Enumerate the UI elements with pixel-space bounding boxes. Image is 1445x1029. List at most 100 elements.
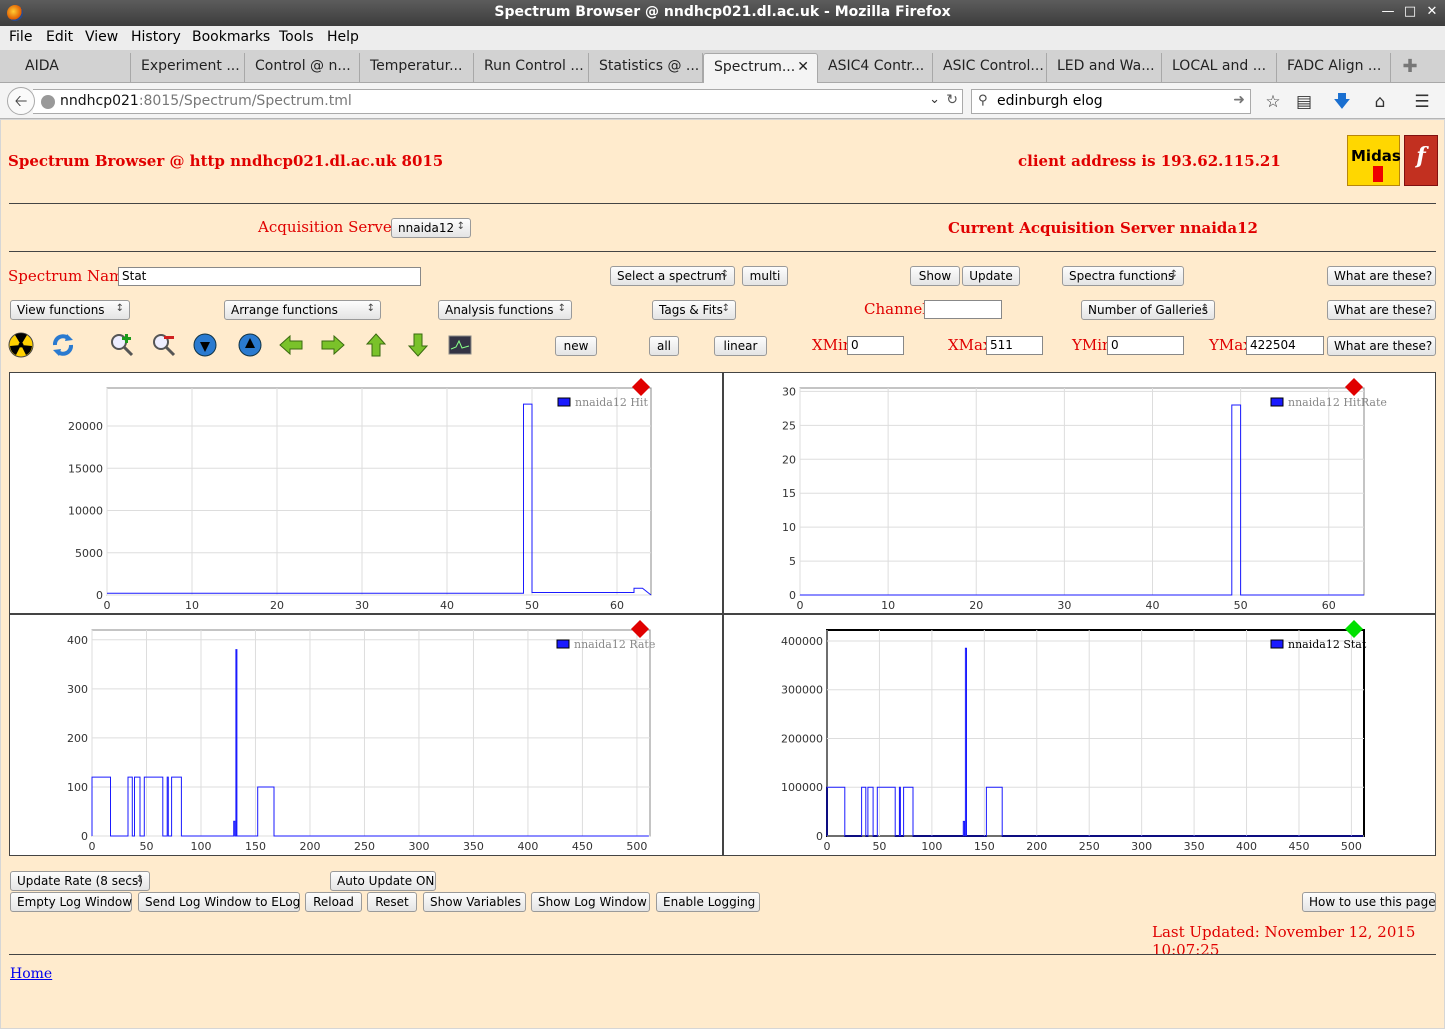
tab-temperature[interactable]: Temperatur...: [360, 53, 474, 83]
home-link[interactable]: Home: [10, 966, 53, 982]
x-tick-label: 50: [872, 840, 886, 853]
tab-spectrum-label: Spectrum...: [714, 59, 796, 75]
channel-field[interactable]: [924, 300, 1002, 319]
multi-button[interactable]: multi: [742, 266, 788, 286]
show-variables-button[interactable]: Show Variables: [423, 892, 526, 912]
what-are-these-button-3[interactable]: What are these?: [1327, 336, 1436, 356]
view-functions-dropdown[interactable]: View functions: [10, 300, 130, 320]
y-tick-label: 200: [67, 732, 88, 745]
analysis-functions-dropdown[interactable]: Analysis functions: [438, 300, 572, 320]
arrow-left-icon[interactable]: [278, 332, 304, 358]
tab-experiment[interactable]: Experiment ...: [131, 53, 245, 83]
navigation-bar: nndhcp021:8015/Spectrum/Spectrum.tml ⌄ ↻…: [0, 83, 1445, 119]
plot-frame: [826, 629, 1365, 837]
refresh-icon[interactable]: [50, 332, 76, 358]
auto-update-button[interactable]: Auto Update ON: [330, 871, 436, 891]
ymax-field[interactable]: 422504: [1246, 336, 1324, 355]
tab-fadc-align[interactable]: FADC Align ...: [1277, 53, 1391, 83]
hamburger-menu-icon[interactable]: ☰: [1414, 92, 1430, 112]
spectra-functions-dropdown[interactable]: Spectra functions: [1062, 266, 1184, 286]
what-are-these-button-1[interactable]: What are these?: [1327, 266, 1436, 286]
show-log-window-button[interactable]: Show Log Window: [531, 892, 650, 912]
back-icon[interactable]: 🡠: [7, 87, 35, 115]
linear-button[interactable]: linear: [714, 336, 767, 356]
enable-logging-button[interactable]: Enable Logging: [656, 892, 760, 912]
menu-view[interactable]: View: [85, 29, 119, 45]
minimize-icon[interactable]: —: [1381, 4, 1395, 19]
tab-control[interactable]: Control @ n...: [245, 53, 360, 83]
chevron-down-icon[interactable]: ⌄: [929, 92, 940, 107]
arrow-up-icon[interactable]: [363, 332, 389, 358]
menu-help[interactable]: Help: [327, 29, 359, 45]
select-spectrum-dropdown[interactable]: Select a spectrum: [610, 266, 735, 286]
tab-led[interactable]: LED and Wa...: [1047, 53, 1162, 83]
globe-icon: [41, 95, 55, 109]
tags-fits-dropdown[interactable]: Tags & Fits: [652, 300, 736, 320]
empty-log-button[interactable]: Empty Log Window: [10, 892, 132, 912]
spectrum-plot-hitrate[interactable]: 0 10 20 30 40 50 60 0 5 10 15 20 25 30 nnaida12 HitRat…: [723, 372, 1436, 614]
search-go-icon[interactable]: ➜: [1233, 92, 1245, 108]
how-to-use-button[interactable]: How to use this page: [1302, 892, 1436, 912]
x-tick-label: 300: [408, 840, 429, 853]
menu-edit[interactable]: Edit: [46, 29, 74, 45]
spectrum-plot-hit[interactable]: 0 10 20 30 40 50 60 0 5000 10000 15000 20000 nnaida1…: [9, 372, 723, 614]
update-button[interactable]: Update: [962, 266, 1020, 286]
menu-history[interactable]: History: [131, 29, 181, 45]
arrow-right-icon[interactable]: [320, 332, 346, 358]
spectrum-name-field[interactable]: Stat: [118, 267, 421, 286]
up-blue-icon[interactable]: [237, 332, 263, 358]
menu-tools[interactable]: Tools: [279, 29, 314, 45]
x-tick-label: 60: [610, 599, 624, 612]
tab-asic4-control[interactable]: ASIC4 Contr...: [818, 53, 933, 83]
send-log-elog-button[interactable]: Send Log Window to ELog: [138, 892, 300, 912]
legend-swatch: [556, 639, 570, 649]
tab-asic-control[interactable]: ASIC Control...: [933, 53, 1047, 83]
url-bar[interactable]: nndhcp021:8015/Spectrum/Spectrum.tml ⌄ ↻: [33, 89, 963, 114]
current-acq-server: Current Acquisition Server nnaida12: [948, 219, 1258, 237]
arrange-functions-dropdown[interactable]: Arrange functions: [224, 300, 381, 320]
galleries-dropdown[interactable]: Number of Galleries: [1081, 300, 1215, 320]
what-are-these-button-2[interactable]: What are these?: [1327, 300, 1436, 320]
x-tick-label: 200: [1026, 840, 1047, 853]
menu-file[interactable]: File: [9, 29, 33, 45]
screen-icon[interactable]: [447, 332, 473, 358]
tab-local[interactable]: LOCAL and ...: [1162, 53, 1277, 83]
show-button[interactable]: Show: [910, 266, 960, 286]
search-input[interactable]: ⚲ edinburgh elog ➜: [971, 89, 1251, 114]
y-tick-label: 0: [789, 589, 796, 602]
maximize-icon[interactable]: □: [1403, 4, 1417, 19]
radiation-icon[interactable]: [8, 332, 34, 358]
reload-button[interactable]: Reload: [305, 892, 362, 912]
tab-statistics[interactable]: Statistics @ ...: [589, 53, 703, 83]
tab-spectrum[interactable]: Spectrum... ✕: [703, 53, 818, 83]
spectrum-plot-rate[interactable]: 0 50 100 150 200 250 300 350 400 450 500 0 100 200 300…: [9, 614, 723, 856]
reset-button[interactable]: Reset: [367, 892, 417, 912]
new-button[interactable]: new: [555, 336, 597, 356]
divider: [9, 251, 1436, 252]
bookmark-star-icon[interactable]: ☆: [1265, 92, 1281, 112]
ymin-field[interactable]: 0: [1107, 336, 1184, 355]
download-icon[interactable]: 🡇: [1333, 92, 1351, 112]
all-button[interactable]: all: [649, 336, 679, 356]
reload-icon[interactable]: ↻: [946, 92, 958, 108]
zoom-in-icon[interactable]: [109, 332, 135, 358]
arrow-down-icon[interactable]: [405, 332, 431, 358]
close-tab-icon[interactable]: ✕: [797, 59, 809, 75]
xmin-field[interactable]: 0: [847, 336, 904, 355]
tab-aida[interactable]: AIDA: [15, 53, 131, 83]
home-icon[interactable]: ⌂: [1374, 92, 1386, 112]
xmax-field[interactable]: 511: [986, 336, 1043, 355]
spectrum-plot-stat[interactable]: 0 50 100 150 200 250 300 350 400 450 500 0 100000 200…: [723, 614, 1436, 856]
zoom-out-icon[interactable]: [151, 332, 177, 358]
down-blue-icon[interactable]: [192, 332, 218, 358]
update-rate-dropdown[interactable]: Update Rate (8 secs): [10, 871, 150, 891]
reading-list-icon[interactable]: ▤: [1295, 92, 1313, 112]
x-tick-label: 60: [1322, 599, 1336, 612]
x-tick-label: 450: [1288, 840, 1309, 853]
close-window-icon[interactable]: ✕: [1426, 4, 1438, 19]
menu-bookmarks[interactable]: Bookmarks: [192, 29, 271, 45]
tab-run-control[interactable]: Run Control ...: [474, 53, 589, 83]
x-tick-label: 500: [1341, 840, 1362, 853]
new-tab-icon[interactable]: ✚: [1402, 56, 1418, 77]
acq-server-select[interactable]: nnaida12: [391, 218, 471, 238]
